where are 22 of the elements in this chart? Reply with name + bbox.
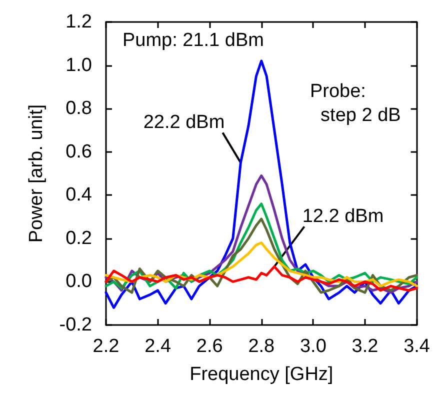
x-tick-label: 2.8 [248,336,275,357]
annotation: Pump: 21.1 dBm [122,30,264,51]
y-tick-label: 1.0 [66,54,92,76]
y-tick-label: 0.8 [66,98,92,120]
x-tick-label: 3.2 [352,336,378,357]
x-tick-label: 2.2 [92,336,120,357]
annotation: Probe: step 2 dB [310,80,401,126]
line-series [104,265,418,292]
x-tick-label: 2.6 [196,336,223,357]
x-axis-title: Frequency [GHz] [190,364,334,385]
y-tick-label: 0.6 [66,141,92,162]
y-tick-label: 0.0 [66,271,92,292]
x-tick-label: 3.4 [404,336,430,357]
y-axis-title: Power [arb. unit] [26,104,47,243]
y-tick-label: 0.2 [66,228,92,249]
annotation: 22.2 dBm [143,112,225,134]
y-tick-label: -0.2 [59,314,92,336]
x-tick-label: 3.0 [300,336,326,357]
annotation: 12.2 dBm [302,206,384,228]
y-tick-label: 1.2 [66,12,92,32]
x-tick-label: 2.4 [144,336,172,357]
y-tick-label: 0.4 [66,184,92,206]
